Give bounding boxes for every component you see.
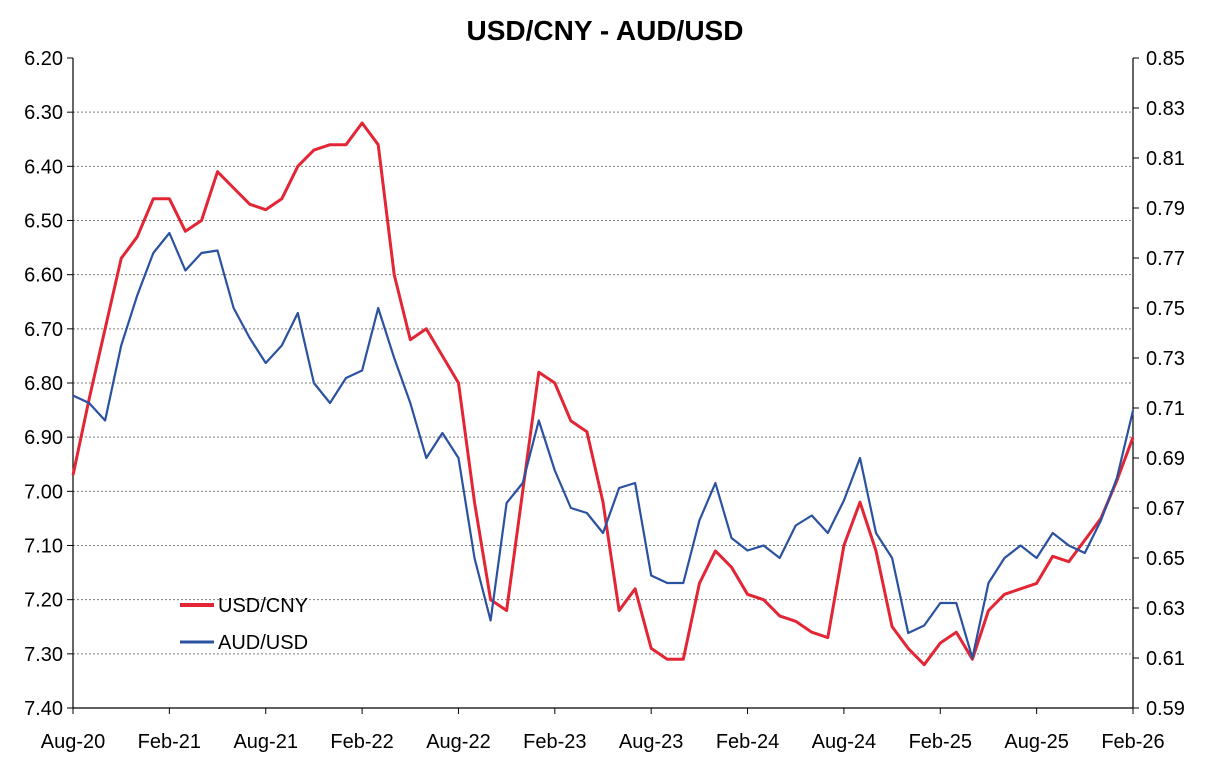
x-tick-label: Aug-22 [426, 731, 491, 753]
legend-label: AUD/USD [218, 632, 308, 654]
right-tick-label: 0.81 [1146, 148, 1185, 170]
left-tick-label: 7.00 [24, 481, 63, 503]
x-tick-label: Feb-24 [716, 731, 779, 753]
left-tick-label: 6.60 [24, 265, 63, 287]
right-tick-label: 0.79 [1146, 198, 1185, 220]
right-tick-label: 0.85 [1146, 48, 1185, 70]
right-tick-label: 0.73 [1146, 348, 1185, 370]
legend: USD/CNY AUD/USD [180, 595, 308, 654]
right-tick-label: 0.71 [1146, 398, 1185, 420]
right-tick-label: 0.77 [1146, 248, 1185, 270]
left-tick-label: 6.50 [24, 211, 63, 233]
x-tick-label: Feb-26 [1101, 731, 1164, 753]
legend-label: USD/CNY [218, 595, 308, 617]
x-tick-label: Feb-22 [330, 731, 393, 753]
left-tick-label: 6.90 [24, 427, 63, 449]
right-axis-ticks: 0.85 0.83 0.81 0.79 0.77 0.75 0.73 0.71 0.69 0.67… [1133, 48, 1185, 720]
chart-title: USD/CNY - AUD/USD [467, 15, 744, 46]
x-axis-ticks: Aug-20 Feb-21 Aug-21 Feb-22 Aug-22 Feb-23 Aug-… [41, 708, 1165, 753]
right-tick-label: 0.61 [1146, 648, 1185, 670]
left-tick-label: 6.20 [24, 48, 63, 70]
left-tick-label: 7.30 [24, 644, 63, 666]
left-tick-label: 6.30 [24, 102, 63, 124]
left-tick-label: 6.80 [24, 373, 63, 395]
gridlines [73, 111, 1133, 655]
x-tick-label: Feb-21 [138, 731, 201, 753]
series-line-usd-cny [71, 121, 1135, 667]
x-tick-label: Aug-23 [619, 731, 684, 753]
right-tick-label: 0.63 [1146, 598, 1185, 620]
right-tick-label: 0.65 [1146, 548, 1185, 570]
right-tick-label: 0.75 [1146, 298, 1185, 320]
left-tick-label: 6.40 [24, 156, 63, 178]
x-tick-label: Aug-24 [812, 731, 877, 753]
x-tick-label: Feb-25 [909, 731, 972, 753]
left-axis-ticks: 6.20 6.30 6.40 6.50 6.60 6.70 6.80 6.90 7.00 7.10… [24, 48, 73, 720]
left-tick-label: 7.20 [24, 590, 63, 612]
left-tick-label: 6.70 [24, 319, 63, 341]
right-tick-label: 0.83 [1146, 98, 1185, 120]
left-tick-label: 7.40 [24, 698, 63, 720]
x-tick-label: Aug-21 [233, 731, 298, 753]
series-lines [71, 121, 1135, 667]
left-tick-label: 7.10 [24, 536, 63, 558]
x-tick-label: Aug-20 [41, 731, 106, 753]
x-tick-label: Feb-23 [523, 731, 586, 753]
right-tick-label: 0.67 [1146, 498, 1185, 520]
right-tick-label: 0.59 [1146, 698, 1185, 720]
x-tick-label: Aug-25 [1004, 731, 1069, 753]
right-tick-label: 0.69 [1146, 448, 1185, 470]
